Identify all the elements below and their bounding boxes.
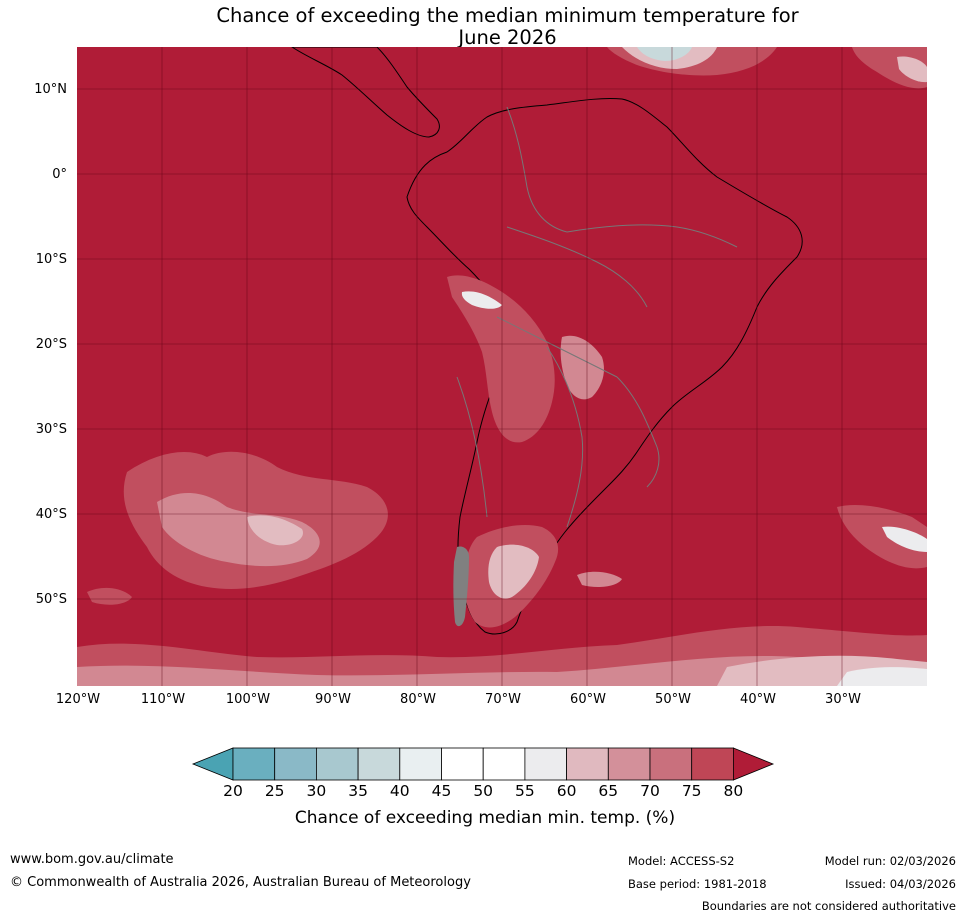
colorbar-label: Chance of exceeding median min. temp. (%… <box>294 808 676 828</box>
east-atlantic-patch-inner <box>897 56 927 83</box>
colorbar <box>191 747 775 781</box>
colorbar-tick-45: 45 <box>431 782 452 800</box>
colorbar-tick-80: 80 <box>723 782 744 800</box>
colorbar-segment-20-25 <box>232 747 276 781</box>
colorbar-low-arrow <box>191 747 234 781</box>
map-gridlines <box>77 47 927 686</box>
colorbar-segment-45-50 <box>441 747 484 781</box>
lon-label-90w: 90°W <box>315 692 351 707</box>
colorbar-segment-55-60 <box>524 747 567 781</box>
footer-disclaimer: Boundaries are not considered authoritat… <box>701 899 956 913</box>
north-atlantic-patch-cool <box>637 47 692 61</box>
central-america <box>291 47 440 138</box>
footer-base-period: Base period: 1981-2018 <box>628 877 767 891</box>
colorbar-tick-20: 20 <box>223 782 243 800</box>
title-line-1: Chance of exceeding the median minimum t… <box>216 4 799 27</box>
colorbar-tick-25: 25 <box>264 782 285 800</box>
lon-label-80w: 80°W <box>400 692 436 707</box>
colorbar-tick-70: 70 <box>640 782 660 800</box>
southern-ocean-band-inner <box>77 655 927 686</box>
colorbar-segment-35-40 <box>357 747 401 781</box>
colorbar-segment-50-55 <box>482 747 526 781</box>
lon-label-30w: 30°W <box>825 692 861 707</box>
colorbar-segment-75-80 <box>691 747 734 781</box>
pacific-patch-small-2 <box>577 571 622 587</box>
lat-label-0: 0° <box>52 167 67 182</box>
colorbar-tick-65: 65 <box>598 782 619 800</box>
lon-label-60w: 60°W <box>570 692 606 707</box>
pacific-patch-large-light <box>247 515 303 546</box>
lat-label-30s: 30°S <box>35 422 67 437</box>
colorbar-segment-40-45 <box>399 747 442 781</box>
footer-copyright: © Commonwealth of Australia 2026, Austra… <box>10 875 471 890</box>
colorbar-tick-50: 50 <box>473 782 494 800</box>
footer-model-run: Model run: 02/03/2026 <box>824 854 956 868</box>
patagonia-patch-inner <box>488 544 539 599</box>
colorbar-tick-30: 30 <box>306 782 327 800</box>
map-title: Chance of exceeding the median minimum t… <box>0 5 965 49</box>
country-boundaries <box>456 106 738 528</box>
colorbar-tick-40: 40 <box>389 782 410 800</box>
lon-label-40w: 40°W <box>740 692 776 707</box>
south-atlantic-patch <box>837 505 927 569</box>
pacific-patch-small-1 <box>87 587 132 605</box>
colorbar-tick-75: 75 <box>681 782 702 800</box>
lon-label-110w: 110°W <box>140 692 186 707</box>
lat-label-50s: 50°S <box>35 592 67 607</box>
colorbar-segment-65-70 <box>607 747 651 781</box>
lat-label-40s: 40°S <box>35 507 67 522</box>
title-line-2: June 2026 <box>458 26 557 49</box>
map-svg <box>77 47 927 686</box>
lat-label-10s: 10°S <box>35 252 67 267</box>
pacific-patch-large-inner <box>157 492 320 567</box>
colorbar-segment-30-35 <box>316 747 359 781</box>
footer-model: Model: ACCESS-S2 <box>628 854 735 868</box>
south-atlantic-patch-inner <box>882 526 927 552</box>
altiplano-patch <box>447 275 555 443</box>
footer-issued: Issued: 04/03/2026 <box>845 877 956 891</box>
colorbar-segment-25-30 <box>274 747 317 781</box>
colorbar-segment-70-75 <box>649 747 693 781</box>
lon-label-120w: 120°W <box>55 692 101 707</box>
chaco-patch <box>560 335 604 400</box>
colorbar-tick-60: 60 <box>556 782 577 800</box>
lon-label-70w: 70°W <box>485 692 521 707</box>
colorbar-tick-55: 55 <box>515 782 535 800</box>
southern-ocean-white <box>837 667 927 686</box>
lon-label-100w: 100°W <box>225 692 271 707</box>
colorbar-segment-60-65 <box>566 747 609 781</box>
colorbar-high-arrow <box>733 747 775 781</box>
colorbar-tick-35: 35 <box>348 782 368 800</box>
lat-label-20s: 20°S <box>35 337 67 352</box>
altiplano-white-patch <box>461 291 502 309</box>
probability-map <box>77 47 927 686</box>
footer-website: www.bom.gov.au/climate <box>10 852 174 867</box>
lat-label-10n: 10°N <box>34 82 67 97</box>
chile-coast-grey <box>453 546 469 627</box>
lon-label-50w: 50°W <box>655 692 691 707</box>
